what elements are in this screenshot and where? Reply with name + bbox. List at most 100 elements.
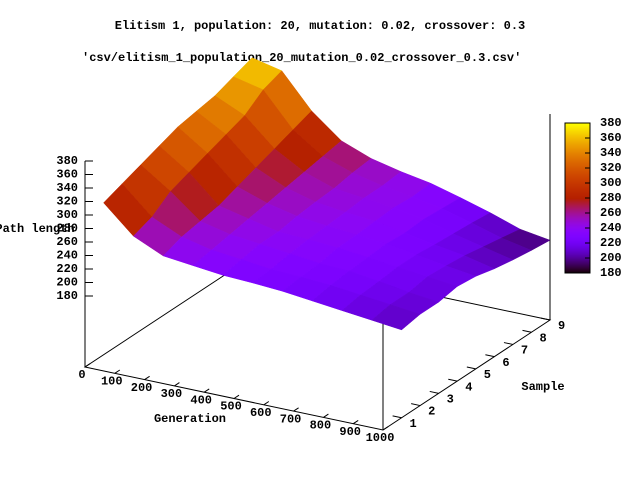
colorbar-band — [565, 151, 590, 154]
y-tick-label: 4 — [465, 380, 472, 394]
colorbar-band — [565, 243, 590, 246]
x-tick — [144, 375, 150, 381]
colorbar-band — [565, 241, 590, 244]
colorbar-band — [565, 159, 590, 162]
colorbar-band — [565, 257, 590, 260]
colorbar-band — [565, 225, 590, 228]
x-tick-label: 0 — [78, 368, 85, 382]
colorbar-band — [565, 129, 590, 132]
colorbar-band — [565, 263, 590, 266]
colorbar-band — [565, 169, 590, 172]
y-tick — [429, 390, 439, 394]
x-tick-label: 100 — [101, 374, 123, 388]
colorbar-band — [565, 265, 590, 268]
z-tick-label: 240 — [56, 249, 78, 263]
z-axis-label: Path length — [0, 222, 75, 236]
x-tick — [263, 401, 270, 406]
colorbar-tick-label: 220 — [600, 236, 622, 250]
colorbar-band — [565, 227, 590, 230]
colorbar-band — [565, 147, 590, 150]
colorbar-band — [565, 145, 590, 148]
colorbar-band — [565, 267, 590, 270]
colorbar-band — [565, 125, 590, 128]
z-tick-label: 180 — [56, 289, 78, 303]
colorbar-band — [565, 153, 590, 156]
colorbar-band — [565, 139, 590, 142]
surface-patch — [371, 304, 421, 331]
z-tick-label: 320 — [56, 195, 78, 209]
colorbar-tick-label: 280 — [600, 191, 622, 205]
x-tick-label: 700 — [280, 412, 302, 426]
colorbar-band — [565, 215, 590, 218]
colorbar-band — [565, 131, 590, 134]
colorbar-tick-label: 360 — [600, 131, 622, 145]
z-tick-label: 220 — [56, 262, 78, 276]
y-tick-label: 1 — [410, 417, 417, 431]
colorbar-band — [565, 199, 590, 202]
z-tick-label: 280 — [56, 222, 78, 236]
legend-entry: 'csv/elitism_1_population_20_mutation_0.… — [82, 51, 521, 65]
colorbar-band — [565, 143, 590, 146]
colorbar-band — [565, 197, 590, 200]
y-tick — [466, 366, 476, 370]
y-tick-label: 9 — [558, 319, 565, 333]
colorbar-band — [565, 165, 590, 168]
colorbar-band — [565, 167, 590, 170]
y-tick-label: 7 — [521, 344, 528, 358]
z-tick-label: 260 — [56, 235, 78, 249]
colorbar-band — [565, 251, 590, 254]
z-tick-label: 340 — [56, 181, 78, 195]
colorbar-band — [565, 245, 590, 248]
colorbar-band — [565, 239, 590, 242]
z-tick-label: 200 — [56, 276, 78, 290]
colorbar-band — [565, 135, 590, 138]
colorbar-band — [565, 157, 590, 160]
colorbar-band — [565, 235, 590, 238]
colorbar-band — [565, 271, 590, 274]
y-tick — [411, 403, 421, 407]
colorbar-band — [565, 127, 590, 130]
colorbar-band — [565, 201, 590, 204]
colorbar-band — [565, 175, 590, 178]
x-tick — [382, 426, 389, 431]
colorbar-band — [565, 213, 590, 216]
colorbar-band — [565, 189, 590, 192]
colorbar-band — [565, 191, 590, 194]
z-tick-label: 300 — [56, 208, 78, 222]
x-tick-label: 200 — [131, 381, 153, 395]
colorbar-band — [565, 149, 590, 152]
colorbar-band — [565, 185, 590, 188]
y-tick — [392, 415, 402, 419]
x-tick — [174, 382, 180, 387]
colorbar-band — [565, 211, 590, 214]
colorbar-band — [565, 255, 590, 258]
colorbar-band — [565, 253, 590, 256]
colorbar-band — [565, 237, 590, 240]
x-tick — [352, 419, 359, 425]
x-tick-label: 900 — [339, 425, 361, 439]
colorbar-band — [565, 207, 590, 210]
y-tick — [448, 378, 458, 382]
y-tick-label: 6 — [502, 356, 509, 370]
z-tick-label: 380 — [56, 154, 78, 168]
colorbar-band — [565, 219, 590, 222]
y-tick-label: 2 — [428, 405, 435, 419]
y-tick-label: 3 — [447, 393, 454, 407]
x-tick-label: 800 — [310, 419, 332, 433]
colorbar-band — [565, 179, 590, 182]
colorbar-band — [565, 171, 590, 174]
x-tick — [233, 394, 240, 399]
chart-title: Elitism 1, population: 20, mutation: 0.0… — [115, 19, 525, 33]
colorbar-band — [565, 261, 590, 264]
colorbar-band — [565, 249, 590, 252]
x-tick — [293, 407, 299, 412]
y-tick — [485, 354, 495, 358]
x-tick-label: 600 — [250, 406, 272, 420]
colorbar-band — [565, 247, 590, 250]
colorbar-band — [565, 183, 590, 186]
colorbar-band — [565, 193, 590, 196]
colorbar-band — [565, 195, 590, 198]
colorbar-tick-label: 320 — [600, 161, 622, 175]
colorbar-band — [565, 177, 590, 180]
